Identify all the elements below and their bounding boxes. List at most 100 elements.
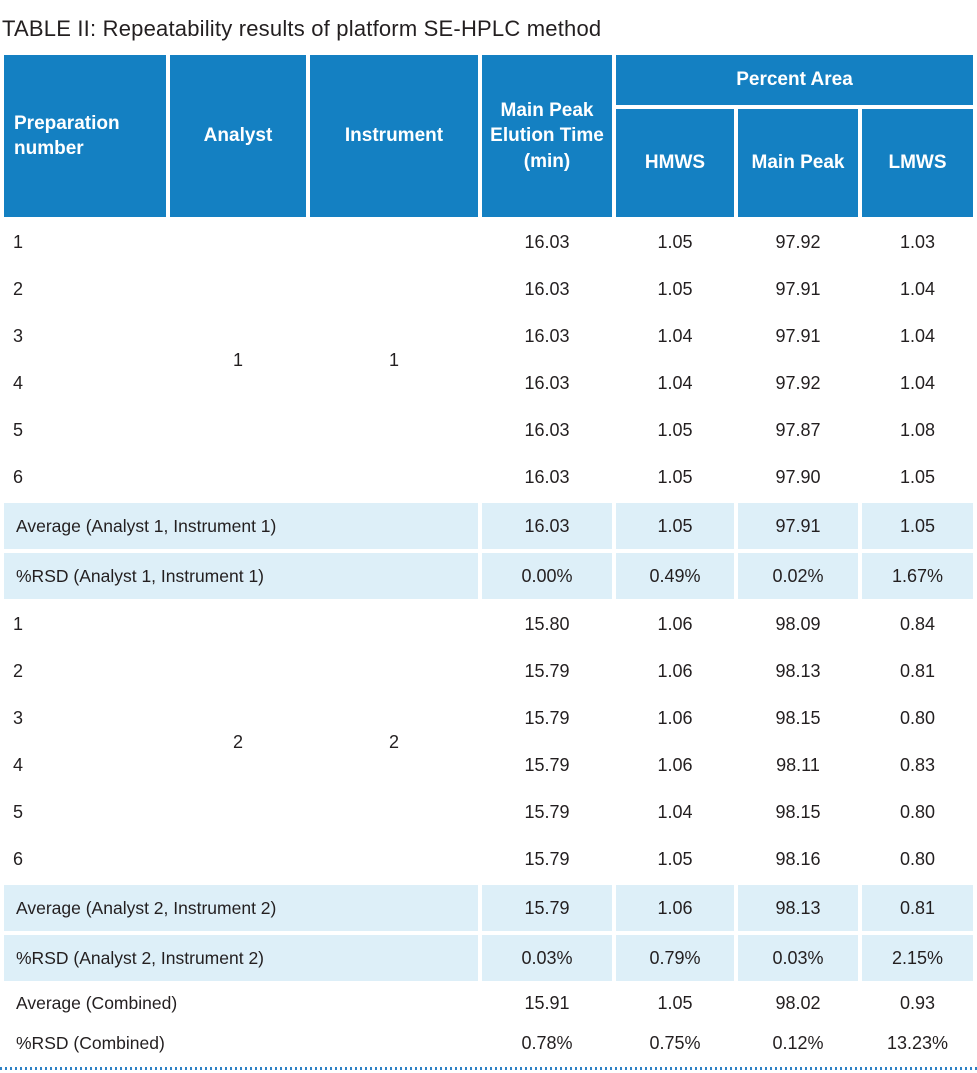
main-peak-value-cell: 97.91 (738, 315, 858, 358)
prep-number-cell: 3 (4, 315, 166, 358)
hmws-value-cell: 1.05 (616, 409, 734, 452)
hmws-value-cell: 0.49% (616, 553, 734, 599)
elution-value-cell: 15.79 (482, 885, 612, 931)
lmws-value-cell: 1.03 (862, 221, 974, 264)
row-label-cell: %RSD (Combined) (4, 1025, 478, 1061)
elution-value-cell: 15.79 (482, 650, 612, 693)
hmws-value-cell: 0.75% (616, 1025, 734, 1061)
col-header-percent-area: Percent Area (616, 55, 974, 105)
main-peak-value-cell: 97.91 (738, 503, 858, 549)
average-combined-row: Average (Combined) 15.91 1.05 98.02 0.93 (4, 985, 974, 1021)
lmws-value-cell: 0.81 (862, 650, 974, 693)
col-header-preparation-number: Preparation number (4, 55, 166, 217)
elution-value-cell: 16.03 (482, 362, 612, 405)
instrument-value-cell: 1 (310, 221, 478, 499)
main-peak-value-cell: 98.15 (738, 791, 858, 834)
lmws-value-cell: 1.05 (862, 456, 974, 499)
table-row: 3 16.03 1.04 97.91 1.04 (4, 315, 974, 358)
elution-value-cell: 0.78% (482, 1025, 612, 1061)
table-row: 4 15.79 1.06 98.11 0.83 (4, 744, 974, 787)
table-row: 2 16.03 1.05 97.91 1.04 (4, 268, 974, 311)
elution-value-cell: 15.79 (482, 838, 612, 881)
main-peak-value-cell: 0.02% (738, 553, 858, 599)
row-label-cell: %RSD (Analyst 1, Instrument 1) (4, 553, 478, 599)
lmws-value-cell: 0.83 (862, 744, 974, 787)
main-peak-value-cell: 98.09 (738, 603, 858, 646)
elution-value-cell: 15.79 (482, 791, 612, 834)
repeatability-table: Preparation number Analyst Instrument Ma… (0, 51, 977, 1065)
rsd-combined-row: %RSD (Combined) 0.78% 0.75% 0.12% 13.23% (4, 1025, 974, 1061)
hmws-value-cell: 1.05 (616, 985, 734, 1021)
elution-value-cell: 15.79 (482, 744, 612, 787)
main-peak-value-cell: 97.92 (738, 221, 858, 264)
prep-number-cell: 4 (4, 362, 166, 405)
table-row: 6 16.03 1.05 97.90 1.05 (4, 456, 974, 499)
main-peak-value-cell: 98.15 (738, 697, 858, 740)
main-peak-value-cell: 0.03% (738, 935, 858, 981)
lmws-value-cell: 0.84 (862, 603, 974, 646)
col-header-instrument: Instrument (310, 55, 478, 217)
prep-number-cell: 1 (4, 603, 166, 646)
hmws-value-cell: 1.05 (616, 456, 734, 499)
prep-number-cell: 6 (4, 456, 166, 499)
main-peak-value-cell: 98.13 (738, 885, 858, 931)
table-row: 2 15.79 1.06 98.13 0.81 (4, 650, 974, 693)
hmws-value-cell: 1.06 (616, 885, 734, 931)
hmws-value-cell: 0.79% (616, 935, 734, 981)
instrument-value-cell: 2 (310, 603, 478, 881)
row-label-cell: Average (Combined) (4, 985, 478, 1021)
lmws-value-cell: 1.04 (862, 268, 974, 311)
average-row: Average (Analyst 1, Instrument 1) 16.03 … (4, 503, 974, 549)
lmws-value-cell: 1.08 (862, 409, 974, 452)
col-header-analyst: Analyst (170, 55, 306, 217)
table-title: TABLE II: Repeatability results of platf… (2, 16, 602, 41)
table-row: 6 15.79 1.05 98.16 0.80 (4, 838, 974, 881)
main-peak-value-cell: 98.02 (738, 985, 858, 1021)
col-header-hmws: HMWS (616, 109, 734, 217)
hmws-value-cell: 1.06 (616, 650, 734, 693)
table-row: 5 16.03 1.05 97.87 1.08 (4, 409, 974, 452)
elution-value-cell: 0.00% (482, 553, 612, 599)
elution-value-cell: 16.03 (482, 315, 612, 358)
hmws-value-cell: 1.04 (616, 791, 734, 834)
lmws-value-cell: 1.04 (862, 315, 974, 358)
elution-value-cell: 16.03 (482, 456, 612, 499)
main-peak-value-cell: 98.13 (738, 650, 858, 693)
elution-value-cell: 15.91 (482, 985, 612, 1021)
lmws-value-cell: 1.04 (862, 362, 974, 405)
table-row: 3 15.79 1.06 98.15 0.80 (4, 697, 974, 740)
lmws-value-cell: 2.15% (862, 935, 974, 981)
hmws-value-cell: 1.04 (616, 315, 734, 358)
elution-value-cell: 15.80 (482, 603, 612, 646)
prep-number-cell: 2 (4, 268, 166, 311)
main-peak-value-cell: 97.91 (738, 268, 858, 311)
lmws-value-cell: 1.05 (862, 503, 974, 549)
prep-number-cell: 1 (4, 221, 166, 264)
col-header-lmws: LMWS (862, 109, 974, 217)
main-peak-value-cell: 98.11 (738, 744, 858, 787)
lmws-value-cell: 0.93 (862, 985, 974, 1021)
main-peak-value-cell: 0.12% (738, 1025, 858, 1061)
prep-number-cell: 6 (4, 838, 166, 881)
lmws-value-cell: 1.67% (862, 553, 974, 599)
prep-number-cell: 3 (4, 697, 166, 740)
elution-value-cell: 16.03 (482, 503, 612, 549)
hmws-value-cell: 1.05 (616, 838, 734, 881)
row-label-cell: Average (Analyst 2, Instrument 2) (4, 885, 478, 931)
lmws-value-cell: 0.80 (862, 697, 974, 740)
main-peak-value-cell: 97.92 (738, 362, 858, 405)
hmws-value-cell: 1.05 (616, 503, 734, 549)
elution-value-cell: 16.03 (482, 221, 612, 264)
table-row: 1 1 1 16.03 1.05 97.92 1.03 (4, 221, 974, 499)
elution-value-cell: 16.03 (482, 409, 612, 452)
bottom-dotted-divider (0, 1067, 977, 1070)
col-header-main-peak-elution-time: Main Peak Elution Time (min) (482, 55, 612, 217)
lmws-value-cell: 0.80 (862, 791, 974, 834)
hmws-value-cell: 1.04 (616, 362, 734, 405)
average-row: Average (Analyst 2, Instrument 2) 15.79 … (4, 885, 974, 931)
hmws-value-cell: 1.06 (616, 744, 734, 787)
table-row: 1 2 2 15.80 1.06 98.09 0.84 (4, 603, 974, 881)
prep-number-cell: 4 (4, 744, 166, 787)
hmws-value-cell: 1.05 (616, 221, 734, 264)
lmws-value-cell: 13.23% (862, 1025, 974, 1061)
